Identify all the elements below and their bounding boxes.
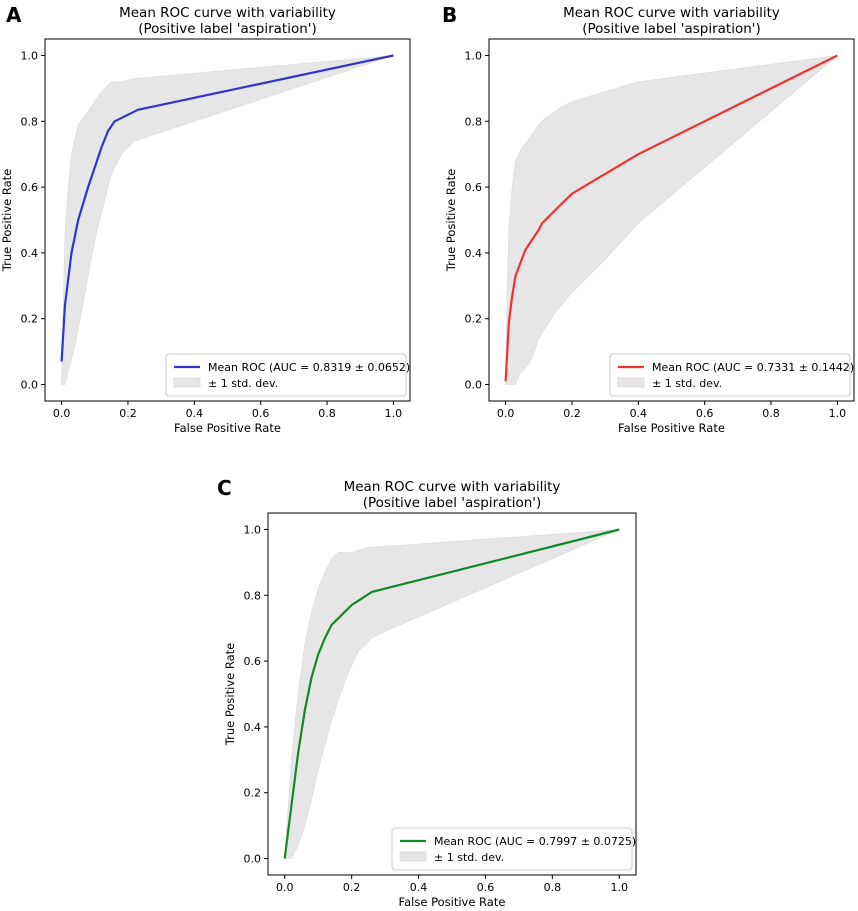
y-tick-label: 0.8 bbox=[465, 115, 483, 128]
axes-frame bbox=[44, 38, 411, 402]
chart-title: Mean ROC curve with variability bbox=[563, 5, 780, 21]
y-tick-label: 1.0 bbox=[244, 523, 262, 536]
y-tick-label: 0.4 bbox=[244, 721, 262, 734]
y-tick-label: 0.4 bbox=[21, 247, 39, 260]
chart-title: Mean ROC curve with variability bbox=[119, 5, 336, 21]
y-tick-label: 0.0 bbox=[244, 853, 262, 866]
legend-box bbox=[391, 827, 633, 871]
x-axis-label: False Positive Rate bbox=[399, 895, 506, 909]
x-tick-label: 0.8 bbox=[762, 407, 780, 420]
y-tick-label: 0.0 bbox=[465, 379, 483, 392]
y-tick-label: 1.0 bbox=[465, 49, 483, 62]
y-tick-label: 0.6 bbox=[465, 181, 483, 194]
x-tick-label: 0.0 bbox=[497, 407, 515, 420]
axes-frame bbox=[488, 38, 855, 402]
x-tick-label: 1.0 bbox=[829, 407, 847, 420]
chart-subtitle: (Positive label 'aspiration') bbox=[363, 495, 542, 511]
y-tick-label: 0.6 bbox=[21, 181, 39, 194]
x-tick-label: 0.4 bbox=[630, 407, 648, 420]
panel-letter-a: A bbox=[6, 3, 22, 27]
x-tick-label: 1.0 bbox=[385, 407, 403, 420]
panel-letter-b: B bbox=[442, 3, 457, 27]
roc-panel-b: Mean ROC curve with variability(Positive… bbox=[444, 5, 855, 435]
y-tick-label: 0.4 bbox=[465, 247, 483, 260]
x-tick-label: 0.4 bbox=[410, 881, 428, 894]
x-tick-label: 0.6 bbox=[252, 407, 270, 420]
legend-box bbox=[165, 353, 407, 397]
x-tick-label: 0.6 bbox=[696, 407, 714, 420]
axes-frame bbox=[267, 512, 637, 876]
x-axis-label: False Positive Rate bbox=[618, 421, 725, 435]
panel-letter-c: C bbox=[217, 476, 232, 500]
mean-roc-line bbox=[504, 54, 838, 382]
roc-panel-c: Mean ROC curve with variability(Positive… bbox=[223, 479, 637, 909]
y-tick-label: 0.0 bbox=[21, 379, 39, 392]
x-tick-label: 0.6 bbox=[477, 881, 495, 894]
x-tick-label: 0.2 bbox=[563, 407, 581, 420]
x-tick-label: 0.0 bbox=[276, 881, 294, 894]
chart-title: Mean ROC curve with variability bbox=[344, 479, 561, 495]
y-axis-label: True Positive Rate bbox=[223, 643, 237, 746]
legend-band-swatch bbox=[173, 377, 201, 388]
y-axis-label: True Positive Rate bbox=[0, 169, 14, 272]
legend: Mean ROC (AUC = 0.7997 ± 0.0725) ± 1 std.… bbox=[391, 827, 636, 871]
x-tick-label: 0.2 bbox=[343, 881, 361, 894]
x-tick-label: 0.4 bbox=[186, 407, 204, 420]
y-tick-label: 0.8 bbox=[21, 115, 39, 128]
y-tick-label: 0.2 bbox=[21, 313, 39, 326]
x-tick-label: 0.0 bbox=[53, 407, 71, 420]
y-axis-label: True Positive Rate bbox=[444, 169, 458, 272]
legend-mean-roc: Mean ROC (AUC = 0.7997 ± 0.0725) bbox=[434, 835, 636, 848]
std-dev-band bbox=[284, 529, 620, 859]
mean-roc-line bbox=[60, 54, 394, 362]
legend-mean-roc: Mean ROC (AUC = 0.7331 ± 0.1442) bbox=[652, 361, 854, 374]
y-tick-label: 0.2 bbox=[244, 787, 262, 800]
legend-box bbox=[609, 353, 851, 397]
legend-std-dev: ± 1 std. dev. bbox=[208, 377, 278, 390]
legend: Mean ROC (AUC = 0.8319 ± 0.0652) ± 1 std.… bbox=[165, 353, 410, 397]
legend-std-dev: ± 1 std. dev. bbox=[652, 377, 722, 390]
y-tick-label: 0.6 bbox=[244, 655, 262, 668]
y-tick-label: 0.8 bbox=[244, 589, 262, 602]
legend-std-dev: ± 1 std. dev. bbox=[434, 851, 504, 864]
roc-panel-a: Mean ROC curve with variability(Positive… bbox=[0, 5, 411, 435]
x-axis-label: False Positive Rate bbox=[174, 421, 281, 435]
legend-mean-roc: Mean ROC (AUC = 0.8319 ± 0.0652) bbox=[208, 361, 410, 374]
x-tick-label: 1.0 bbox=[611, 881, 629, 894]
legend-band-swatch bbox=[617, 377, 645, 388]
x-tick-label: 0.8 bbox=[544, 881, 562, 894]
x-tick-label: 0.8 bbox=[318, 407, 336, 420]
y-tick-label: 0.2 bbox=[465, 313, 483, 326]
legend-band-swatch bbox=[399, 851, 427, 862]
x-tick-label: 0.2 bbox=[119, 407, 137, 420]
y-tick-label: 1.0 bbox=[21, 49, 39, 62]
chart-subtitle: (Positive label 'aspiration') bbox=[582, 21, 761, 37]
std-dev-band bbox=[505, 55, 839, 385]
chart-subtitle: (Positive label 'aspiration') bbox=[138, 21, 317, 37]
std-dev-band bbox=[61, 55, 394, 385]
legend: Mean ROC (AUC = 0.7331 ± 0.1442) ± 1 std.… bbox=[609, 353, 854, 397]
mean-roc-line bbox=[283, 528, 620, 859]
